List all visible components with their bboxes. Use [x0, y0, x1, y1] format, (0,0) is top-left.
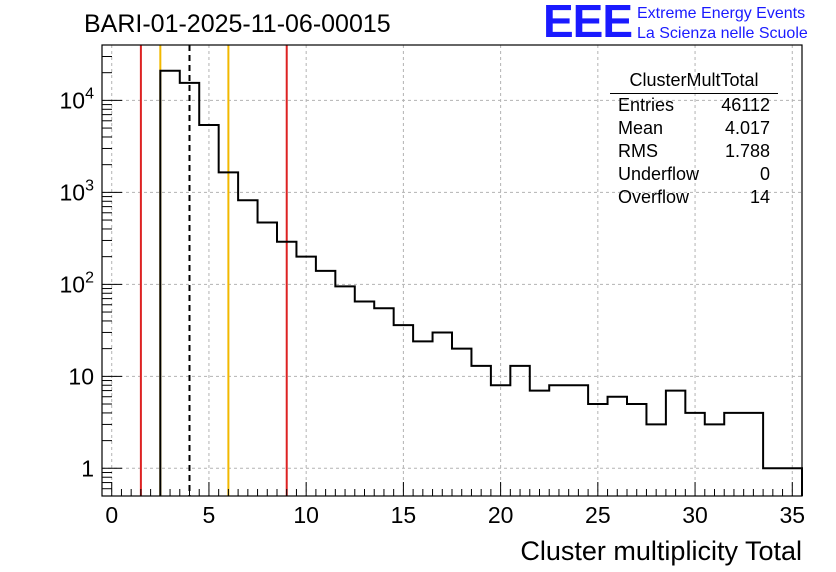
stats-row-underflow: Underflow 0 — [610, 164, 778, 187]
stats-label: Underflow — [618, 164, 700, 184]
x-tick-label: 25 — [585, 502, 611, 528]
x-tick-label: 10 — [293, 502, 319, 528]
y-tick-label: 102 — [60, 269, 95, 297]
eee-logo: EEE Extreme Energy Events La Scienza nel… — [543, 0, 833, 47]
stats-label: Mean — [618, 118, 664, 138]
y-tick-label: 10 — [68, 363, 94, 389]
stats-row-entries: Entries 46112 — [610, 95, 778, 118]
x-tick-label: 35 — [779, 502, 805, 528]
stats-label: Overflow — [618, 187, 690, 207]
stats-value: 14 — [749, 187, 770, 207]
reference-lines — [139, 45, 288, 496]
stats-value: 0 — [759, 164, 770, 184]
x-tick-label: 0 — [105, 502, 118, 528]
stats-title: ClusterMultTotal — [610, 70, 778, 94]
x-tick-label: 30 — [682, 502, 708, 528]
stats-value: 1.788 — [724, 141, 770, 161]
stats-value: 46112 — [721, 95, 770, 115]
x-tick-label: 15 — [391, 502, 417, 528]
stats-value: 4.017 — [724, 118, 770, 138]
stats-box: ClusterMultTotal Entries 46112 Mean 4.01… — [610, 70, 778, 210]
x-axis-label: Cluster multiplicity Total — [520, 536, 802, 566]
y-tick-label: 1 — [81, 455, 94, 481]
stats-row-overflow: Overflow 14 — [610, 187, 778, 210]
stats-label: RMS — [618, 141, 658, 161]
eee-logo-mark: EEE — [543, 0, 633, 47]
histogram-outline — [159, 69, 803, 496]
axis-ticks — [101, 55, 803, 496]
logo-line-1: Extreme Energy Events — [637, 5, 806, 22]
axis-tick-labels: 0 5 10 15 20 25 30 35 1 10 102 103 104 — [60, 85, 806, 528]
stats-label: Entries — [618, 95, 675, 115]
x-tick-label: 20 — [488, 502, 514, 528]
logo-line-2: La Scienza nelle Scuole — [637, 25, 808, 42]
page-title: BARI-01-2025-11-06-00015 — [84, 10, 391, 38]
stats-row-mean: Mean 4.017 — [610, 118, 778, 141]
grid — [102, 45, 802, 496]
x-tick-label: 5 — [203, 502, 216, 528]
stats-row-rms: RMS 1.788 — [610, 141, 778, 164]
y-tick-label: 103 — [60, 177, 95, 205]
y-tick-label: 104 — [60, 85, 95, 113]
